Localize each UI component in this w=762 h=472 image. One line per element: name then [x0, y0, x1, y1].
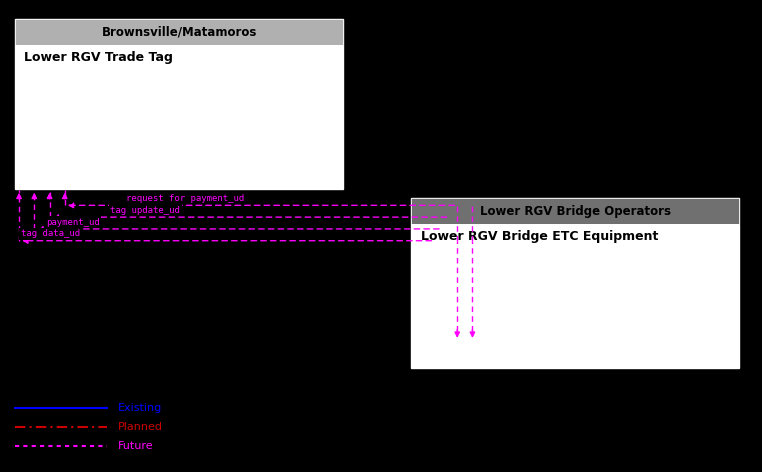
Text: Brownsville/Matamoros: Brownsville/Matamoros [101, 25, 257, 38]
Text: Planned: Planned [118, 422, 163, 432]
Bar [15, 19, 343, 45]
Text: tag data_ud: tag data_ud [21, 229, 80, 238]
Bar [15, 45, 343, 189]
Text: Lower RGV Trade Tag: Lower RGV Trade Tag [24, 51, 173, 64]
Text: Lower RGV Bridge Operators: Lower RGV Bridge Operators [480, 205, 671, 218]
Text: request for payment_ud: request for payment_ud [126, 194, 244, 203]
Bar [411, 198, 739, 368]
Text: payment_ud: payment_ud [46, 218, 100, 227]
Bar [15, 19, 343, 189]
Text: Existing: Existing [118, 403, 162, 413]
Bar [411, 224, 739, 368]
Text: Future: Future [118, 441, 154, 451]
Bar [411, 198, 739, 224]
Text: Lower RGV Bridge ETC Equipment: Lower RGV Bridge ETC Equipment [421, 230, 658, 243]
Text: tag update_ud: tag update_ud [110, 206, 181, 215]
